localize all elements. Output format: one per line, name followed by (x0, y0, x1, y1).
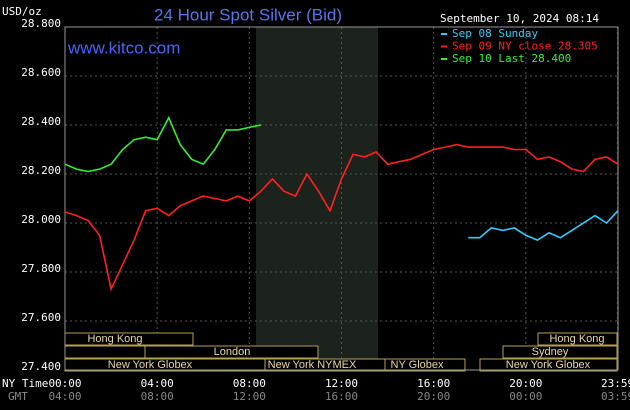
shaded-session (256, 27, 378, 370)
y-tick-label: 27.400 (21, 360, 61, 373)
gmt-tick-label: 04:00 (48, 390, 81, 403)
gmt-tick-label: 08:00 (141, 390, 174, 403)
x-tick-label: 20:00 (509, 377, 542, 390)
session-box (384, 358, 466, 372)
y-tick-label: 28.800 (21, 17, 61, 30)
x-tick-label: 12:00 (325, 377, 358, 390)
x-tick-label: 16:00 (417, 377, 450, 390)
session-label: Hong Kong (549, 333, 604, 345)
timestamp: September 10, 2024 08:14 (440, 12, 599, 25)
session-label: NY Globex (391, 359, 444, 371)
session-label: Sydney (532, 346, 569, 358)
session-box (502, 345, 618, 359)
x-tick-label: 08:00 (233, 377, 266, 390)
session-box (144, 345, 319, 359)
legend-label: Sep 08 Sunday (452, 27, 538, 40)
gmt-tick-label: 20:00 (417, 390, 450, 403)
x-row-label: NY Time (2, 377, 48, 390)
session-label: New York Globex (506, 359, 591, 371)
series-line (64, 115, 262, 173)
y-tick-label: 28.600 (21, 66, 61, 79)
plot-border (64, 26, 619, 371)
gmt-tick-label: 16:00 (325, 390, 358, 403)
session-box (537, 332, 618, 346)
y-tick-label: 28.000 (21, 213, 61, 226)
session-label: New York NYMEX (268, 359, 357, 371)
x-tick-label: 00:00 (48, 377, 81, 390)
legend-label: Sep 09 NY close 28.305 (452, 40, 598, 53)
x-tick-label: 23:59 (601, 377, 630, 390)
watermark: www.kitco.com (67, 38, 180, 57)
gmt-tick-label: 00:00 (509, 390, 542, 403)
series-line (64, 143, 619, 292)
session-box (479, 358, 618, 372)
chart-title: 24 Hour Spot Silver (Bid) (154, 5, 342, 24)
session-label: Hong Kong (87, 333, 142, 345)
gmt-tick-label: 12:00 (233, 390, 266, 403)
y-tick-label: 28.200 (21, 164, 61, 177)
gmt-tick-label: 03:59 (601, 390, 630, 403)
session-label: London (214, 346, 251, 358)
session-label: New York Globex (108, 359, 193, 371)
y-tick-label: 27.800 (21, 262, 61, 275)
sessions: Hong Kong London New York Globex New Yor… (64, 332, 618, 372)
legend-label: Sep 10 Last 28.400 (452, 52, 571, 65)
x-row-label: GMT (8, 390, 28, 403)
y-axis-label: USD/oz (2, 5, 42, 18)
series-line (468, 210, 619, 241)
x-tick-label: 04:00 (141, 377, 174, 390)
session-box (64, 345, 146, 359)
y-tick-label: 28.400 (21, 115, 61, 128)
y-tick-label: 27.600 (21, 311, 61, 324)
